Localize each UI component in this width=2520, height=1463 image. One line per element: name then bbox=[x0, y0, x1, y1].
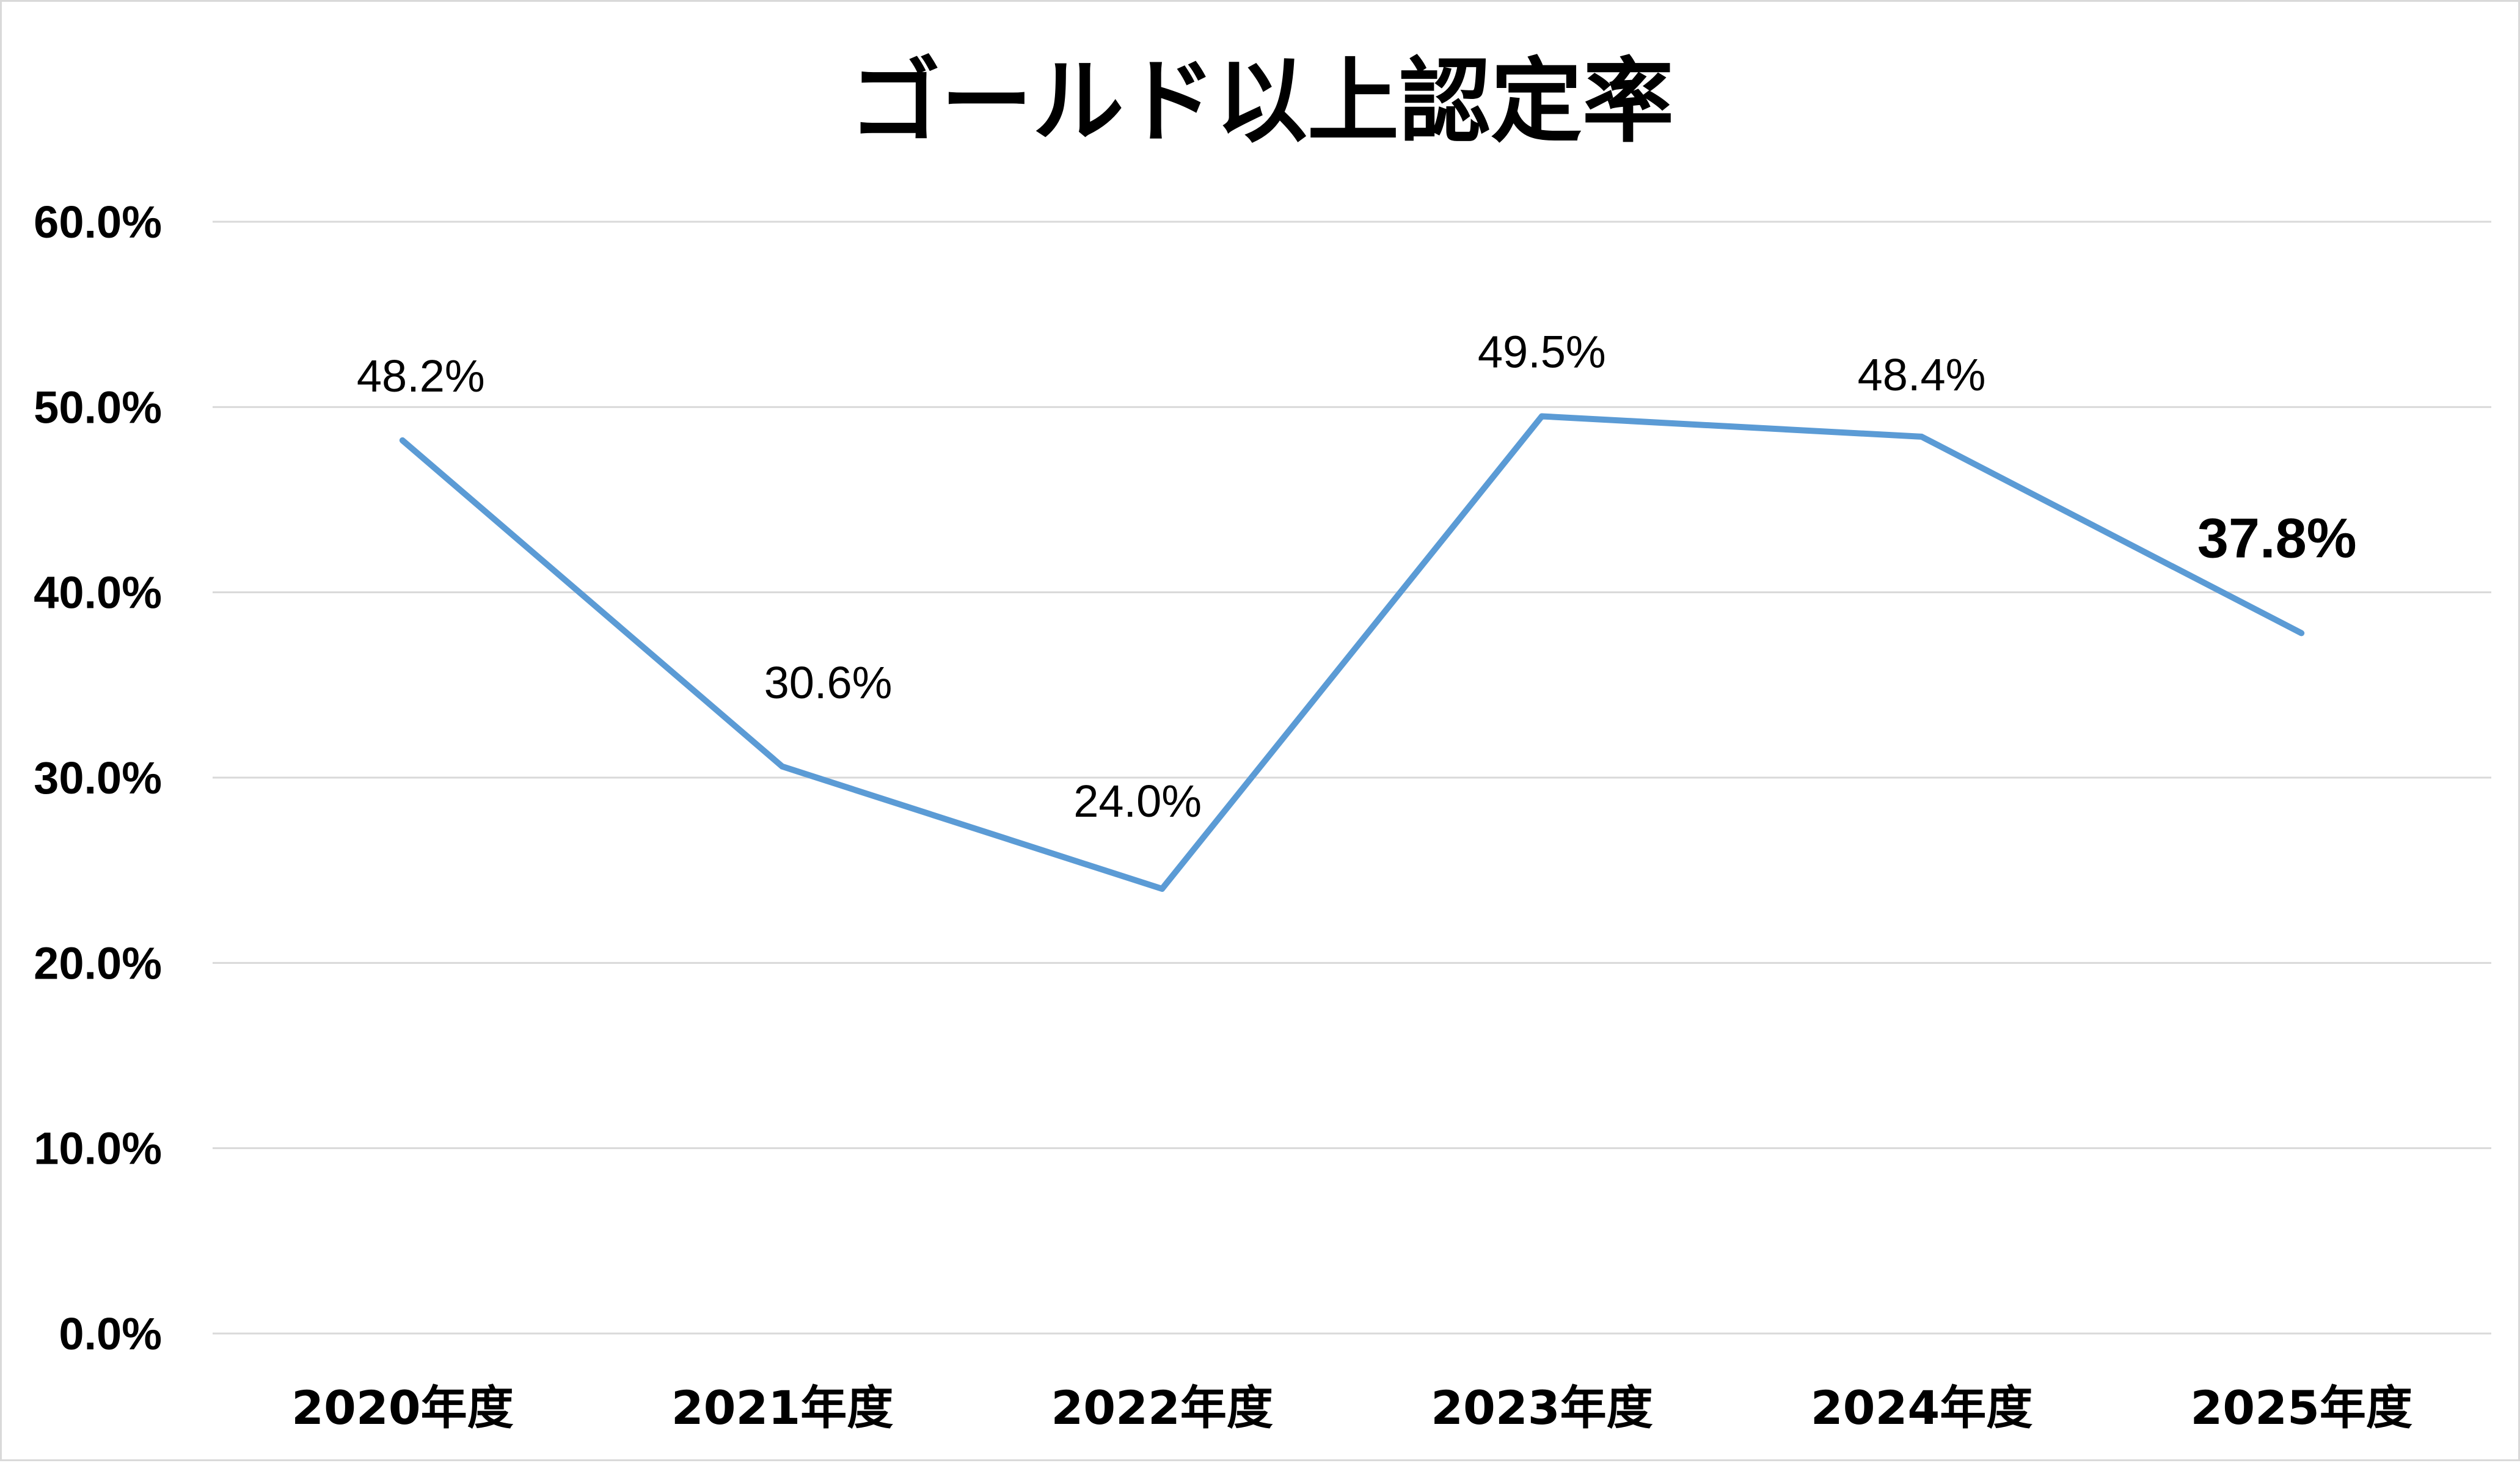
x-tick-label: 2021年度 bbox=[671, 1381, 894, 1435]
data-point bbox=[1540, 415, 1543, 418]
data-label: 49.5% bbox=[1478, 327, 1606, 378]
series-layer bbox=[399, 413, 2305, 892]
gridlines bbox=[213, 221, 2491, 1335]
data-label: 24.0% bbox=[1073, 776, 1202, 826]
data-labels: 48.2% 30.6% 24.0% 49.5% 48.4% 37.8% bbox=[357, 327, 2357, 827]
y-tick-label: 0.0% bbox=[59, 1308, 162, 1359]
data-label: 48.4% bbox=[1858, 349, 1986, 400]
chart-title: ゴールド以上認定率 bbox=[849, 49, 1674, 155]
y-tick-label: 60.0% bbox=[34, 197, 162, 247]
y-tick-label: 10.0% bbox=[34, 1123, 162, 1174]
x-tick-label: 2023年度 bbox=[1431, 1381, 1653, 1435]
data-label: 48.2% bbox=[357, 351, 485, 401]
y-tick-label: 40.0% bbox=[34, 567, 162, 618]
data-point bbox=[1161, 888, 1164, 890]
data-label: 37.8% bbox=[2197, 507, 2357, 569]
x-tick-label: 2022年度 bbox=[1051, 1381, 1273, 1435]
data-point bbox=[2300, 632, 2303, 635]
y-axis-tick-labels: 0.0% 10.0% 20.0% 30.0% 40.0% 50.0% 60.0% bbox=[34, 197, 162, 1359]
x-axis-tick-labels: 2020年度 2021年度 2022年度 2023年度 2024年度 2025年度 bbox=[291, 1381, 2412, 1435]
data-point bbox=[781, 765, 784, 768]
x-tick-label: 2024年度 bbox=[1811, 1381, 2033, 1435]
series-line bbox=[399, 413, 2305, 892]
x-tick-label: 2025年度 bbox=[2190, 1381, 2412, 1435]
y-tick-label: 20.0% bbox=[34, 938, 162, 988]
x-tick-label: 2020年度 bbox=[291, 1381, 514, 1435]
data-point bbox=[401, 439, 404, 442]
y-tick-label: 30.0% bbox=[34, 753, 162, 803]
y-tick-label: 50.0% bbox=[34, 382, 162, 432]
data-label: 30.6% bbox=[764, 657, 893, 708]
data-point bbox=[1920, 435, 1923, 438]
